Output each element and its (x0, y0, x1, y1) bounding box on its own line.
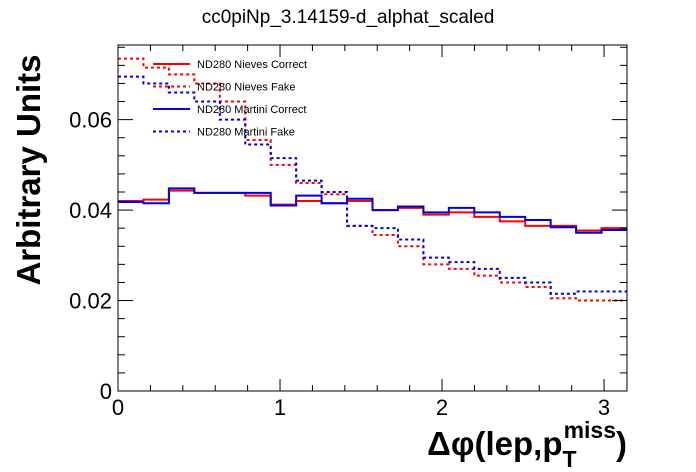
legend-label-3: ND280 Martini Fake (197, 127, 295, 139)
legend: ND280 Nieves Correct ND280 Nieves Fake ND2… (153, 59, 307, 139)
x-axis-label-close: ) (616, 425, 627, 462)
legend-label-2: ND280 Martini Correct (197, 104, 306, 116)
y-tick-label: 0.04 (69, 198, 112, 223)
y-tick-label: 0.02 (69, 289, 112, 314)
legend-label-1: ND280 Nieves Fake (197, 82, 295, 94)
series-line-1 (118, 57, 628, 302)
y-axis-label: Arbitrary Units (10, 54, 47, 285)
x-tick-label: 2 (436, 395, 448, 420)
x-axis-label-main: Δφ(lep,p (427, 425, 562, 462)
x-axis-label-sub: T (563, 446, 577, 472)
axes-layer: 0 1 2 3 0 0.02 0.04 0.06 (69, 44, 628, 420)
x-tick-label: 0 (112, 395, 124, 420)
series-layer (118, 57, 628, 302)
chart-title: cc0piNp_3.14159-d_alphat_scaled (202, 7, 495, 28)
y-tick-label: 0.06 (69, 108, 112, 133)
x-axis-label: Δφ(lep,pTmiss) (427, 417, 627, 472)
series-line-3 (118, 75, 628, 295)
x-tick-label: 1 (274, 395, 286, 420)
x-tick-label: 3 (598, 395, 610, 420)
x-axis-label-sup: miss (564, 417, 616, 443)
legend-label-0: ND280 Nieves Correct (197, 59, 307, 71)
plot-frame (117, 44, 628, 392)
y-tick-label: 0 (100, 379, 112, 404)
series-line-2 (118, 187, 628, 234)
